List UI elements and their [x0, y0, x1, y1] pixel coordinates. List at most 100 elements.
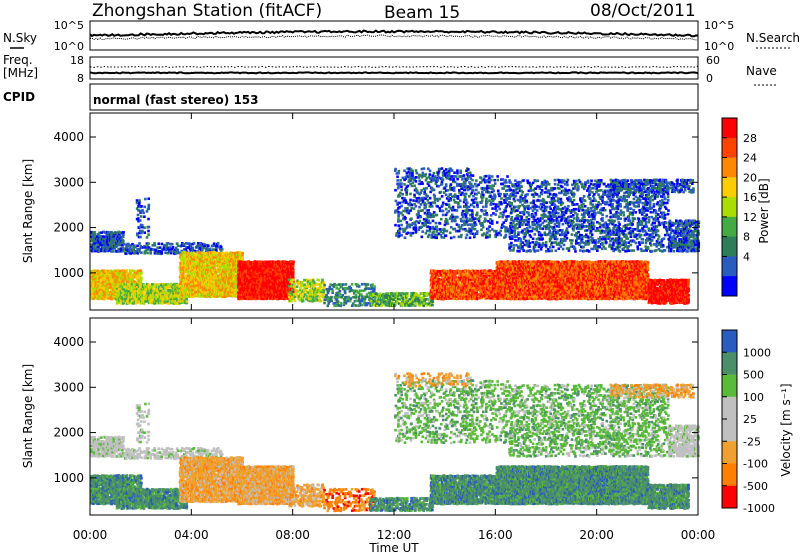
power-cell: [241, 271, 244, 274]
power-cell: [140, 276, 143, 280]
power-cell: [141, 296, 144, 299]
power-cell: [98, 231, 101, 235]
power-cell: [209, 264, 213, 268]
power-cell: [166, 241, 170, 245]
power-cell: [91, 237, 94, 241]
power-cell: [354, 299, 358, 303]
power-cell: [187, 246, 191, 249]
power-cell: [282, 287, 286, 291]
power-cell: [321, 278, 324, 282]
power-cell: [106, 288, 110, 292]
power-cell: [158, 283, 162, 286]
power-cell: [219, 286, 222, 290]
power-cell: [306, 285, 309, 288]
power-cell: [103, 282, 107, 286]
power-cell: [331, 283, 335, 287]
power-cell: [129, 294, 133, 297]
power-cell: [211, 258, 215, 261]
power-cell: [178, 264, 182, 267]
power-cell: [282, 289, 286, 292]
power-cell: [145, 285, 149, 289]
nsearch-tick-top: 10^5: [704, 19, 734, 32]
power-cell: [275, 262, 279, 266]
power-cell: [139, 289, 143, 292]
power-cell: [181, 273, 184, 277]
power-cell: [97, 284, 100, 288]
power-cell: [109, 243, 112, 246]
power-cell: [133, 252, 136, 255]
power-cell: [224, 263, 228, 267]
power-cell: [309, 282, 312, 286]
power-cell: [365, 293, 369, 296]
power-cell: [139, 302, 143, 305]
power-cell: [290, 293, 294, 296]
power-cell: [281, 287, 284, 291]
power-cell: [353, 303, 357, 307]
power-cell: [336, 300, 340, 304]
power-cell: [91, 290, 94, 294]
power-cell: [241, 291, 245, 294]
power-cell: [200, 294, 203, 298]
power-cell: [182, 248, 186, 251]
power-cell: [130, 282, 134, 286]
power-cell: [303, 278, 306, 282]
power-cell: [320, 290, 323, 294]
power-cell: [337, 304, 341, 307]
power-cell: [212, 279, 216, 282]
power-cell: [287, 284, 291, 288]
power-cell: [201, 248, 204, 251]
power-cell: [151, 285, 154, 289]
power-cell: [377, 296, 381, 300]
power-cell: [174, 252, 178, 255]
power-cell: [129, 252, 132, 255]
power-cell: [136, 301, 140, 304]
power-cell: [102, 290, 106, 294]
power-cell: [260, 288, 263, 292]
power-cell: [187, 255, 190, 259]
power-cell: [229, 274, 233, 278]
power-cell: [230, 280, 233, 284]
power-cell: [263, 284, 267, 288]
power-cell: [418, 301, 421, 305]
power-cell: [195, 263, 198, 267]
power-cell: [117, 297, 121, 301]
power-cell: [287, 267, 291, 270]
power-cell: [173, 252, 177, 256]
power-cell: [434, 287, 438, 290]
power-cell: [181, 242, 185, 246]
power-cell: [277, 263, 281, 266]
power-cell: [115, 244, 119, 248]
power-cell: [184, 288, 187, 292]
power-cell: [214, 261, 218, 265]
power-cell: [183, 259, 187, 263]
power-cell: [92, 281, 95, 285]
power-cell: [163, 291, 167, 294]
power-cell: [232, 251, 235, 255]
power-cell: [431, 278, 435, 282]
power-cell: [206, 272, 210, 276]
power-cell: [243, 265, 246, 268]
power-cell: [323, 283, 326, 287]
power-cell: [149, 293, 153, 297]
power-cell: [90, 296, 93, 300]
power-cell: [155, 297, 158, 301]
power-cell: [392, 294, 395, 298]
power-cell: [127, 277, 131, 281]
power-cell: [293, 282, 296, 286]
power-cell: [141, 285, 145, 289]
power-cell: [359, 293, 363, 296]
power-cell: [229, 278, 232, 282]
power-cell: [149, 251, 153, 255]
power-cell: [289, 275, 293, 278]
power-cell: [252, 273, 255, 276]
power-cell: [289, 266, 293, 270]
power-cell: [242, 282, 245, 286]
power-cell: [209, 249, 212, 253]
power-cell: [302, 294, 306, 298]
power-cell: [363, 301, 366, 305]
power-cell: [386, 300, 389, 303]
power-cell: [237, 285, 240, 288]
power-cell: [223, 295, 227, 299]
power-cell: [281, 278, 285, 282]
